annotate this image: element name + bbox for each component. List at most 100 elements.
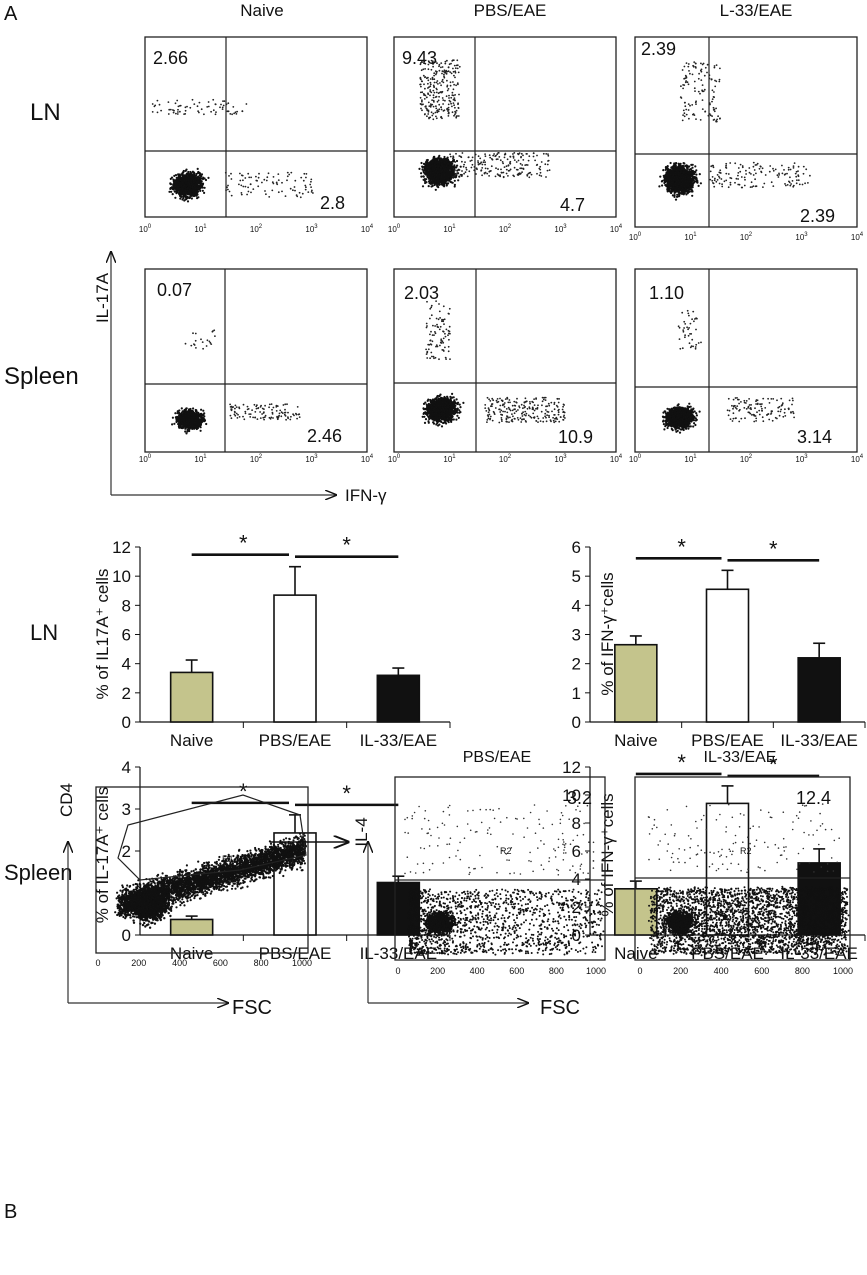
flow-x-axis-label: IFN-γ <box>345 486 387 505</box>
bar-y-tick-label: 0 <box>122 926 131 945</box>
significance-star: * <box>677 750 686 775</box>
flow-dots <box>422 300 566 427</box>
significance-star: * <box>239 779 248 804</box>
row-label-ln: LN <box>30 99 61 126</box>
log-tick-label: 102 <box>250 454 263 464</box>
bar <box>171 672 213 722</box>
flow-quadrant-lr-value: 10.9 <box>558 427 593 447</box>
log-tick-label: 104 <box>851 454 864 464</box>
fsc-tick-label: 600 <box>754 966 769 976</box>
flow-quadrant-lr-value: 3.14 <box>797 427 832 447</box>
significance-star: * <box>769 536 778 561</box>
log-tick-label: 100 <box>139 224 152 234</box>
bar-y-tick-label: 1 <box>572 684 581 703</box>
bar-y-tick-label: 4 <box>572 596 581 615</box>
flow-plot-ln-pbs: 9.43 4.7 <box>394 37 616 217</box>
log-tick-label: 103 <box>795 454 808 464</box>
significance-star: * <box>677 534 686 559</box>
panel-label-a: A <box>4 3 18 25</box>
log-tick-label: 104 <box>361 454 374 464</box>
log-tick-label: 103 <box>554 454 567 464</box>
flow-quadrant-lr-value: 2.46 <box>307 426 342 446</box>
log-tick-label: 102 <box>740 232 753 242</box>
bar-y-tick-label: 3 <box>572 626 581 645</box>
flow-plot-ln-il33: 2.39 2.39 <box>635 37 857 227</box>
bar-y-tick-label: 2 <box>572 655 581 674</box>
flow-quadrant-ul-value: 9.43 <box>402 48 437 68</box>
fsc-tick-label: 600 <box>509 966 524 976</box>
log-tick-label: 103 <box>554 224 567 234</box>
panel-b-fsc-label-il4: FSC <box>540 997 580 1019</box>
flow-dots <box>418 59 550 191</box>
fsc-tick-label: 200 <box>430 966 445 976</box>
flow-dots <box>171 329 301 434</box>
flow-quadrant-ul-value: 2.03 <box>404 283 439 303</box>
panel-label-b: B <box>4 1201 17 1223</box>
bar-y-tick-label: 6 <box>572 842 581 861</box>
fsc-tick-label: 800 <box>254 958 269 968</box>
fsc-tick-label: 0 <box>637 966 642 976</box>
log-tick-label: 100 <box>629 232 642 242</box>
log-tick-label: 104 <box>610 454 623 464</box>
flow-quadrant-ul-value: 2.39 <box>641 39 676 59</box>
il4-value: 12.4 <box>796 788 831 808</box>
bar <box>615 645 657 722</box>
bar-category-label: PBS/EAE <box>691 731 764 750</box>
gate-r1-label: R1 <box>222 854 234 864</box>
bar-y-axis-label: % of IFN-γ⁺cells <box>598 793 617 916</box>
bar-category-label: Naive <box>614 731 657 750</box>
significance-star: * <box>239 531 248 556</box>
log-tick-label: 101 <box>443 224 456 234</box>
il4-plot-title: PBS/EAE <box>463 749 531 766</box>
bar-y-tick-label: 2 <box>122 842 131 861</box>
log-tick-label: 101 <box>684 232 697 242</box>
bar-category-label: IL-33/EAE <box>360 731 438 750</box>
fsc-tick-label: 1000 <box>833 966 853 976</box>
log-tick-label: 103 <box>305 454 318 464</box>
bar <box>798 658 840 722</box>
log-tick-label: 101 <box>443 454 456 464</box>
flow-quadrant-lr-value: 4.7 <box>560 195 585 215</box>
panel-b-fsc-label-gate: FSC <box>232 997 272 1019</box>
log-tick-label: 101 <box>194 224 207 234</box>
log-tick-label: 104 <box>610 224 623 234</box>
bar-y-tick-label: 2 <box>122 684 131 703</box>
fsc-tick-label: 600 <box>213 958 228 968</box>
fsc-tick-label: 800 <box>549 966 564 976</box>
flow-quadrant-ul-value: 1.10 <box>649 283 684 303</box>
bar <box>171 919 213 935</box>
fsc-tick-label: 400 <box>172 958 187 968</box>
significance-star: * <box>342 533 351 558</box>
log-tick-label: 104 <box>361 224 374 234</box>
log-tick-label: 101 <box>684 454 697 464</box>
bar-y-tick-label: 10 <box>112 567 131 586</box>
bar <box>707 589 749 722</box>
fsc-tick-label: 400 <box>470 966 485 976</box>
log-tick-label: 102 <box>499 224 512 234</box>
log-tick-label: 102 <box>250 224 263 234</box>
log-tick-label: 101 <box>194 454 207 464</box>
flow-plot-ln-naive: 2.66 2.8 <box>145 37 367 217</box>
il4-region-label: R2 <box>740 846 752 856</box>
bar-y-tick-label: 5 <box>572 567 581 586</box>
bar-category-label: Naive <box>170 731 213 750</box>
bar-y-tick-label: 8 <box>122 596 131 615</box>
flow-log-tick-labels: 100 101 102 103 104 100 101 102 103 104 100 101 102 1… <box>139 224 864 464</box>
log-tick-label: 103 <box>795 232 808 242</box>
log-tick-label: 100 <box>388 454 401 464</box>
flow-dots <box>662 310 795 434</box>
il4-region-label: R2 <box>500 846 512 856</box>
flow-quadrant-lr-value: 2.8 <box>320 193 345 213</box>
bar-y-tick-label: 6 <box>572 538 581 557</box>
bar-y-tick-label: 4 <box>122 655 131 674</box>
flow-quadrant-ul-value: 0.07 <box>157 280 192 300</box>
bar-y-axis-label: % of IFN-γ⁺cells <box>598 572 617 695</box>
bar-category-label: IL-33/EAE <box>780 731 858 750</box>
bar-y-tick-label: 6 <box>122 626 131 645</box>
fsc-tick-label: 200 <box>131 958 146 968</box>
panel-b-il4-label: IL-4 <box>352 817 371 846</box>
significance-star: * <box>342 781 351 806</box>
fsc-tick-label: 0 <box>395 966 400 976</box>
